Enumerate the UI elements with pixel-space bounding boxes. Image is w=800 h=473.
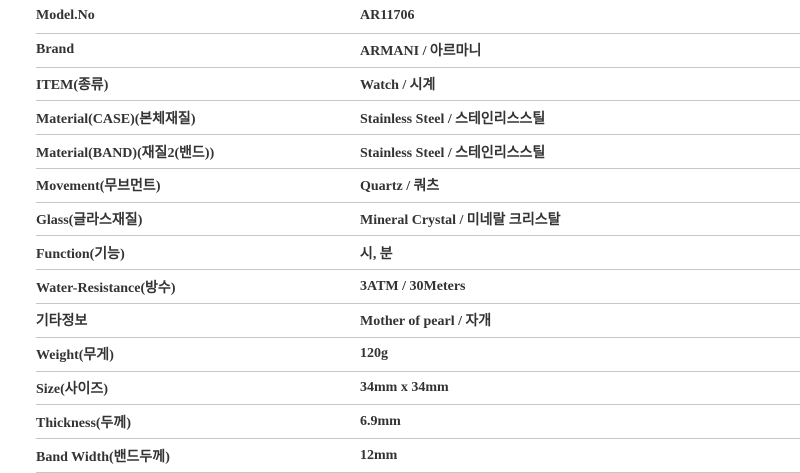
spec-row: Model.No AR11706 [36, 0, 800, 34]
spec-value: Quartz / 쿼츠 [360, 179, 440, 195]
spec-label: Brand [36, 42, 75, 58]
spec-row: ITEM(종류) Watch / 시계 [36, 68, 800, 102]
spec-row: Thickness(두께) 6.9mm [36, 405, 800, 440]
spec-value: Mineral Crystal / 미네랄 크리스탈 [360, 213, 561, 229]
spec-row: Weight(무게) 120g [36, 338, 800, 372]
spec-value: 3ATM / 30Meters [360, 278, 466, 294]
spec-row: Brand ARMANI / 아르마니 [36, 34, 800, 68]
spec-row: 기타정보 Mother of pearl / 자개 [36, 304, 800, 338]
spec-row: Function(기능) 시, 분 [36, 236, 800, 271]
spec-label: Material(CASE)(본체재질) [36, 111, 196, 127]
spec-value: AR11706 [360, 8, 415, 24]
spec-label: Band Width(밴드두께) [36, 449, 170, 465]
spec-value: 12mm [360, 447, 398, 463]
spec-label: Size(사이즈) [36, 381, 109, 397]
spec-value: Stainless Steel / 스테인리스스틸 [360, 145, 546, 161]
spec-value: 시, 분 [360, 246, 393, 262]
spec-label: Movement(무브먼트) [36, 179, 161, 195]
spec-row: Movement(무브먼트) Quartz / 쿼츠 [36, 169, 800, 203]
spec-value: Stainless Steel / 스테인리스스틸 [360, 111, 546, 127]
spec-row: Glass(글라스재질) Mineral Crystal / 미네랄 크리스탈 [36, 203, 800, 237]
spec-label: Glass(글라스재질) [36, 213, 143, 229]
spec-row: Band Width(밴드두께) 12mm [36, 439, 800, 473]
spec-label: Model.No [36, 8, 95, 24]
spec-label: 기타정보 [36, 314, 88, 330]
spec-value: 120g [360, 346, 388, 362]
spec-value: 34mm x 34mm [360, 379, 449, 395]
spec-value: Mother of pearl / 자개 [360, 314, 492, 330]
spec-row: Material(BAND)(재질2(밴드)) Stainless Steel … [36, 135, 800, 169]
spec-label: Water-Resistance(방수) [36, 280, 176, 296]
spec-label: ITEM(종류) [36, 77, 109, 93]
spec-value: Watch / 시계 [360, 77, 436, 93]
spec-row: Water-Resistance(방수) 3ATM / 30Meters [36, 270, 800, 305]
spec-row: Material(CASE)(본체재질) Stainless Steel / 스… [36, 101, 800, 136]
spec-value: 6.9mm [360, 413, 401, 429]
spec-row: Size(사이즈) 34mm x 34mm [36, 372, 800, 406]
spec-label: Thickness(두께) [36, 415, 131, 431]
spec-label: Material(BAND)(재질2(밴드)) [36, 145, 215, 161]
spec-label: Function(기능) [36, 246, 125, 262]
spec-value: ARMANI / 아르마니 [360, 44, 482, 60]
spec-label: Weight(무게) [36, 348, 114, 364]
